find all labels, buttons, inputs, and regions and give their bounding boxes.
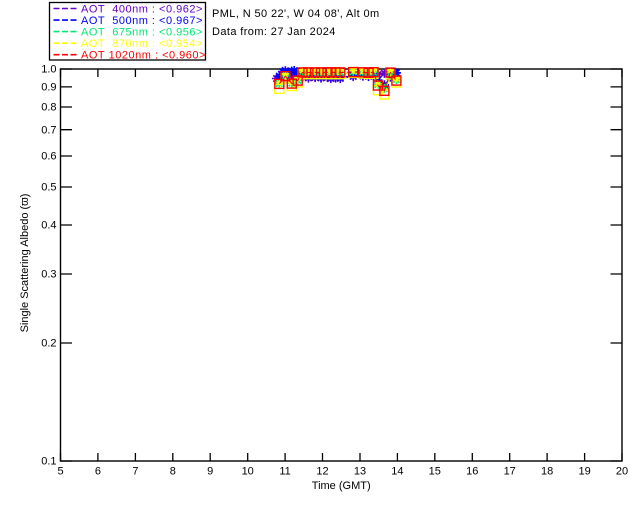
svg-text:0.1: 0.1 [41,456,56,468]
svg-text:17: 17 [504,466,516,478]
svg-text:0.9: 0.9 [41,82,56,94]
svg-text:19: 19 [578,466,590,478]
svg-text:AOT 500nm : <0.967>: AOT 500nm : <0.967> [81,15,203,27]
svg-text:Single Scattering Albedo (ϖ): Single Scattering Albedo (ϖ) [19,194,31,333]
svg-text:11: 11 [279,466,290,478]
svg-text:1.0: 1.0 [41,64,56,76]
svg-text:18: 18 [541,466,553,478]
svg-text:13: 13 [354,466,366,478]
svg-text:8: 8 [170,466,176,478]
svg-text:AOT 675nm : <0.956>: AOT 675nm : <0.956> [81,26,203,38]
svg-text:10: 10 [242,466,254,478]
svg-text:Time (GMT): Time (GMT) [312,480,371,492]
svg-text:0.4: 0.4 [41,220,56,232]
svg-text:AOT 870nm : <0.954>: AOT 870nm : <0.954> [81,38,203,50]
svg-text:16: 16 [466,466,478,478]
svg-text:PML, N 50 22', W 04 08', Alt 0: PML, N 50 22', W 04 08', Alt 0m [212,8,380,20]
svg-text:7: 7 [132,466,138,478]
svg-text:14: 14 [391,466,403,478]
svg-text:12: 12 [316,466,328,478]
svg-text:5: 5 [57,466,63,478]
svg-text:6: 6 [95,466,101,478]
svg-text:20: 20 [616,466,628,478]
svg-text:15: 15 [429,466,441,478]
svg-text:AOT 1020nm : <0.960>: AOT 1020nm : <0.960> [81,50,206,62]
svg-text:Data from: 27 Jan 2024: Data from: 27 Jan 2024 [212,26,336,38]
svg-text:9: 9 [207,466,213,478]
svg-text:0.2: 0.2 [41,338,56,350]
svg-text:0.3: 0.3 [41,269,56,281]
svg-text:0.6: 0.6 [41,151,56,163]
svg-text:0.5: 0.5 [41,182,56,194]
svg-text:0.8: 0.8 [41,102,56,114]
svg-text:AOT 400nm : <0.962>: AOT 400nm : <0.962> [81,3,203,15]
svg-text:0.7: 0.7 [41,124,56,136]
